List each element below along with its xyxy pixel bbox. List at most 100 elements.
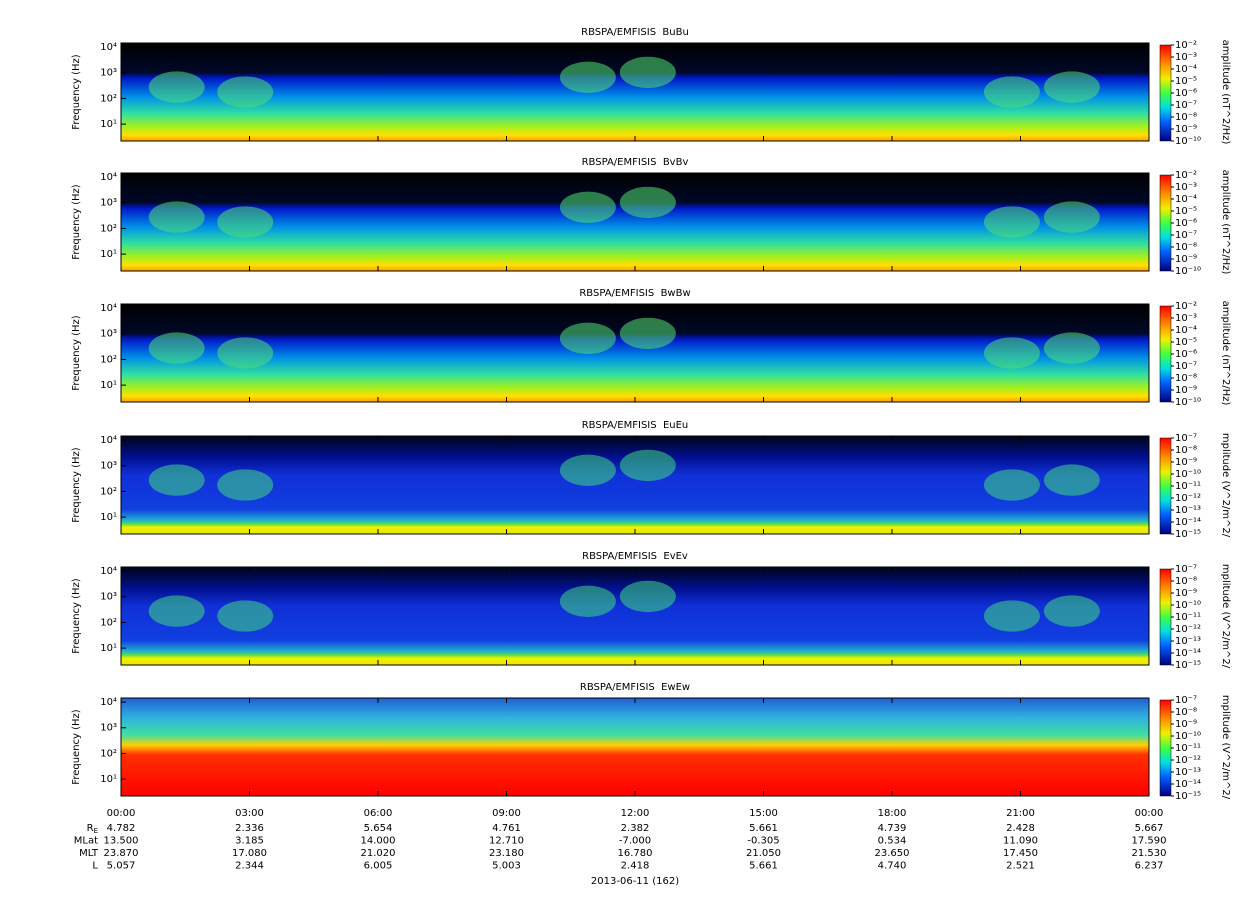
colorbar-label: amplitude (nT^2/Hz) (1220, 301, 1231, 406)
colorbar-label: mplitude (V^2/m^2/ (1220, 433, 1231, 538)
y-axis-label: Frequency (Hz) (71, 709, 82, 785)
spectral-feature (619, 449, 676, 482)
colorbar-tick-label: 10⁻³ (1175, 182, 1197, 193)
y-tick-label: 10⁴ (100, 435, 117, 446)
ephemeris-value: 2.418 (621, 861, 650, 872)
colorbar-tick-label: 10⁻⁸ (1175, 576, 1197, 587)
colorbar-tick-label: 10⁻⁷ (1175, 230, 1197, 241)
spectral-feature (559, 454, 616, 486)
colorbar-tick-label: 10⁻¹² (1175, 755, 1201, 766)
colorbar (1159, 699, 1172, 797)
colorbar-tick-label: 10⁻¹⁰ (1175, 600, 1201, 611)
spectral-feature (559, 191, 616, 223)
colorbar-tick-label: 10⁻¹⁰ (1175, 731, 1201, 742)
panel-title: RBSPA/EMFISIS BwBw (579, 288, 690, 299)
colorbar-tick-label: 10⁻⁹ (1175, 385, 1197, 396)
ephemeris-value: -0.305 (747, 836, 779, 847)
ephemeris-value: 13.500 (104, 836, 139, 847)
colorbar-tick-label: 10⁻¹¹ (1175, 743, 1201, 754)
spectral-feature (559, 61, 616, 93)
spectral-feature (148, 71, 205, 103)
ephemeris-value: 17.080 (232, 848, 267, 859)
colorbar-tick-label: 10⁻¹¹ (1175, 612, 1201, 623)
colorbar-tick-label: 10⁻⁴ (1175, 325, 1197, 336)
x-tick-label: 12:00 (621, 808, 650, 819)
y-tick-label: 10¹ (100, 512, 117, 523)
colorbar-tick-label: 10⁻⁷ (1175, 695, 1197, 706)
y-tick-label: 10³ (100, 68, 117, 79)
colorbar-tick-label: 10⁻² (1175, 301, 1197, 312)
colorbar-label: mplitude (V^2/m^2/ (1220, 564, 1231, 669)
colorbar-tick-label: 10⁻¹⁰ (1175, 397, 1201, 408)
spectral-feature (217, 337, 274, 369)
spectral-feature (619, 580, 676, 613)
ephemeris-value: 2.344 (235, 861, 264, 872)
colorbar (1159, 174, 1172, 272)
colorbar-tick-label: 10⁻⁴ (1175, 194, 1197, 205)
spectral-feature (983, 337, 1040, 369)
y-tick-label: 10³ (100, 198, 117, 209)
colorbar-tick-label: 10⁻⁸ (1175, 445, 1197, 456)
y-tick-label: 10² (100, 223, 117, 234)
spectral-feature (619, 56, 676, 89)
spectral-feature (983, 600, 1040, 632)
ephemeris-value: 4.739 (878, 823, 907, 834)
ephemeris-value: 23.870 (104, 848, 139, 859)
colorbar-tick-label: 10⁻⁸ (1175, 112, 1197, 123)
spectral-feature (217, 206, 274, 238)
y-tick-label: 10¹ (100, 119, 117, 130)
x-tick-label: 21:00 (1006, 808, 1035, 819)
ephemeris-value: 2.336 (235, 823, 264, 834)
ephemeris-value: 6.005 (364, 861, 393, 872)
y-tick-label: 10³ (100, 723, 117, 734)
colorbar-tick-label: 10⁻⁷ (1175, 433, 1197, 444)
y-tick-label: 10⁴ (100, 172, 117, 183)
ephemeris-value: 17.590 (1132, 836, 1167, 847)
colorbar-tick-label: 10⁻⁵ (1175, 206, 1197, 217)
spectral-feature (148, 464, 205, 496)
spectrogram-image (121, 698, 1149, 796)
spectral-feature (559, 585, 616, 617)
y-tick-label: 10¹ (100, 249, 117, 260)
ephemeris-value: 16.780 (618, 848, 653, 859)
colorbar-tick-label: 10⁻⁹ (1175, 457, 1197, 468)
ephemeris-value: 2.382 (621, 823, 650, 834)
colorbar-tick-label: 10⁻¹⁰ (1175, 469, 1201, 480)
colorbar-tick-label: 10⁻² (1175, 40, 1197, 51)
ephemeris-value: 5.654 (364, 823, 393, 834)
colorbar-tick-label: 10⁻⁶ (1175, 349, 1197, 360)
ephemeris-value: 12.710 (489, 836, 524, 847)
colorbar-label: amplitude (nT^2/Hz) (1220, 170, 1231, 275)
ephemeris-value: 2.428 (1006, 823, 1035, 834)
y-axis-label: Frequency (Hz) (71, 578, 82, 654)
spectral-feature (619, 317, 676, 350)
colorbar-tick-label: 10⁻¹¹ (1175, 481, 1201, 492)
ephemeris-name: MLT (79, 848, 99, 859)
spectral-feature (217, 600, 274, 632)
y-tick-label: 10³ (100, 592, 117, 603)
x-tick-label: 15:00 (749, 808, 778, 819)
spectral-feature (148, 201, 205, 233)
ephemeris-value: 17.450 (1003, 848, 1038, 859)
ephemeris-name: L (92, 861, 98, 872)
y-axis-label: Frequency (Hz) (71, 184, 82, 260)
ephemeris-value: 4.782 (107, 823, 136, 834)
colorbar-tick-label: 10⁻¹⁵ (1175, 529, 1201, 540)
ephemeris-subscript: E (94, 827, 98, 835)
colorbar-tick-label: 10⁻⁵ (1175, 337, 1197, 348)
colorbar-label: amplitude (nT^2/Hz) (1220, 40, 1231, 145)
colorbar-tick-label: 10⁻⁷ (1175, 564, 1197, 575)
spectral-feature (148, 332, 205, 364)
spectral-feature (217, 469, 274, 501)
spectral-feature (1043, 595, 1100, 627)
panel-title: RBSPA/EMFISIS EvEv (582, 551, 688, 562)
ephemeris-value: 21.020 (361, 848, 396, 859)
colorbar-tick-label: 10⁻² (1175, 170, 1197, 181)
y-tick-label: 10¹ (100, 774, 117, 785)
y-tick-label: 10⁴ (100, 42, 117, 53)
colorbar-tick-label: 10⁻¹⁵ (1175, 660, 1201, 671)
x-tick-label: 00:00 (1135, 808, 1164, 819)
colorbar-tick-label: 10⁻⁹ (1175, 254, 1197, 265)
spectral-feature (983, 469, 1040, 501)
ephemeris-value: 11.090 (1003, 836, 1038, 847)
